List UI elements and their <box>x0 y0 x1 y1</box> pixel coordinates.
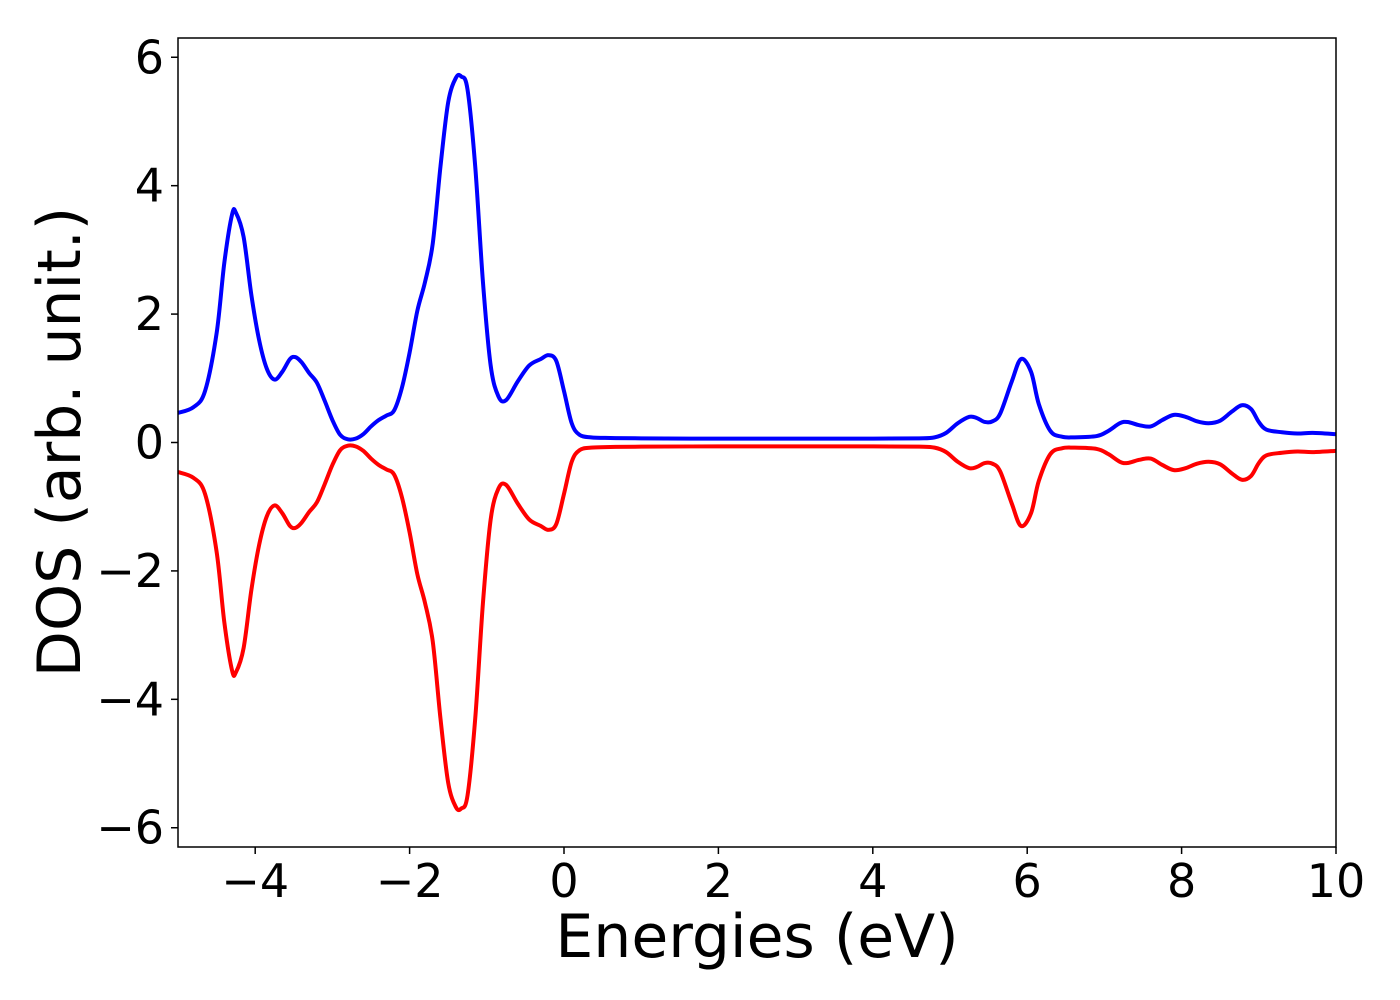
y-tick-label: 2 <box>135 287 164 341</box>
y-tick-label: 0 <box>135 416 164 470</box>
x-tick-label: 10 <box>1307 854 1366 908</box>
y-tick-label: −6 <box>96 801 164 855</box>
x-axis-label: Energies (eV) <box>555 902 958 972</box>
x-tick-label: 2 <box>704 854 733 908</box>
x-tick-label: −2 <box>376 854 444 908</box>
y-tick-label: 6 <box>135 30 164 84</box>
series-line-1 <box>177 72 1337 442</box>
y-tick-label: −2 <box>96 544 164 598</box>
y-tick-label: 4 <box>135 159 164 213</box>
x-tick-label: 8 <box>1167 854 1196 908</box>
series-layer <box>177 72 1337 813</box>
y-axis-label: DOS (arb. unit.) <box>25 207 95 677</box>
x-tick-label: 6 <box>1013 854 1042 908</box>
x-axis-ticks: −4 −2 0 2 4 6 8 10 <box>221 847 1365 908</box>
series-line-2 <box>177 443 1337 813</box>
y-axis-ticks: −6 −4 −2 0 2 4 6 <box>96 30 178 855</box>
x-tick-label: 4 <box>858 854 887 908</box>
y-tick-label: −4 <box>96 672 164 726</box>
x-tick-label: −4 <box>221 854 289 908</box>
x-tick-label: 0 <box>549 854 578 908</box>
